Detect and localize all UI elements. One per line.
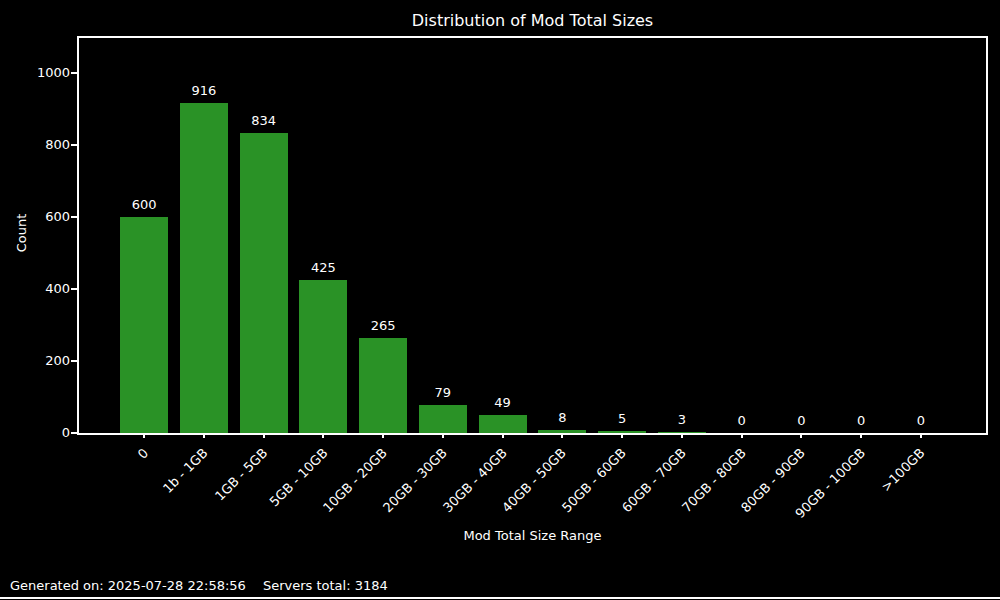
chart-figure: Distribution of Mod Total Sizes Count Mo…	[0, 0, 1000, 600]
x-tick	[502, 433, 504, 438]
y-tick-label: 1000	[37, 65, 70, 81]
bar	[419, 405, 467, 433]
chart-title: Distribution of Mod Total Sizes	[79, 11, 986, 31]
bar-value-label: 834	[234, 114, 294, 128]
y-tick	[71, 288, 77, 290]
x-tick	[442, 433, 444, 438]
x-tick	[143, 433, 145, 438]
bar-value-label: 916	[174, 84, 234, 98]
x-tick-label: 1GB - 5GB	[213, 446, 270, 503]
generated-timestamp: Generated on: 2025-07-28 22:58:56	[10, 578, 246, 593]
x-tick	[800, 433, 802, 438]
x-tick	[561, 433, 563, 438]
x-tick	[920, 433, 922, 438]
bar-value-label: 49	[473, 396, 533, 410]
x-tick-label: 1b - 1GB	[161, 446, 210, 495]
bar-value-label: 0	[831, 414, 891, 428]
footer: Generated on: 2025-07-28 22:58:56 Server…	[10, 578, 388, 593]
bar-value-label: 5	[592, 412, 652, 426]
y-axis-label: Count	[14, 214, 29, 253]
x-tick-label: 5GB - 10GB	[267, 446, 330, 509]
bar	[120, 217, 168, 433]
x-tick	[860, 433, 862, 438]
servers-total: Servers total: 3184	[263, 578, 388, 593]
bar-value-label: 79	[413, 386, 473, 400]
y-tick	[71, 144, 77, 146]
bar	[299, 280, 347, 433]
bar	[180, 103, 228, 433]
x-axis-label: Mod Total Size Range	[79, 528, 986, 543]
bar-value-label: 3	[652, 413, 712, 427]
x-tick	[741, 433, 743, 438]
bar-value-label: 0	[891, 414, 951, 428]
bar-value-label: 0	[712, 414, 772, 428]
bottom-divider	[0, 597, 1000, 599]
x-tick	[263, 433, 265, 438]
bar-value-label: 425	[293, 261, 353, 275]
y-tick-label: 0	[62, 425, 70, 441]
bar-value-label: 0	[771, 414, 831, 428]
x-tick-label: >100GB	[879, 446, 927, 494]
bar	[240, 133, 288, 433]
x-tick	[322, 433, 324, 438]
x-tick	[382, 433, 384, 438]
bar	[479, 415, 527, 433]
x-tick-label: 0	[135, 446, 150, 461]
y-tick	[71, 360, 77, 362]
bar	[359, 338, 407, 433]
y-tick-label: 800	[45, 137, 70, 153]
x-tick	[681, 433, 683, 438]
y-tick-label: 400	[45, 281, 70, 297]
y-tick	[71, 72, 77, 74]
bar-value-label: 8	[532, 411, 592, 425]
y-tick-label: 200	[45, 353, 70, 369]
bar-value-label: 265	[353, 319, 413, 333]
y-tick	[71, 216, 77, 218]
y-tick-label: 600	[45, 209, 70, 225]
x-tick	[203, 433, 205, 438]
bar-value-label: 600	[114, 198, 174, 212]
y-tick	[71, 432, 77, 434]
x-tick	[621, 433, 623, 438]
